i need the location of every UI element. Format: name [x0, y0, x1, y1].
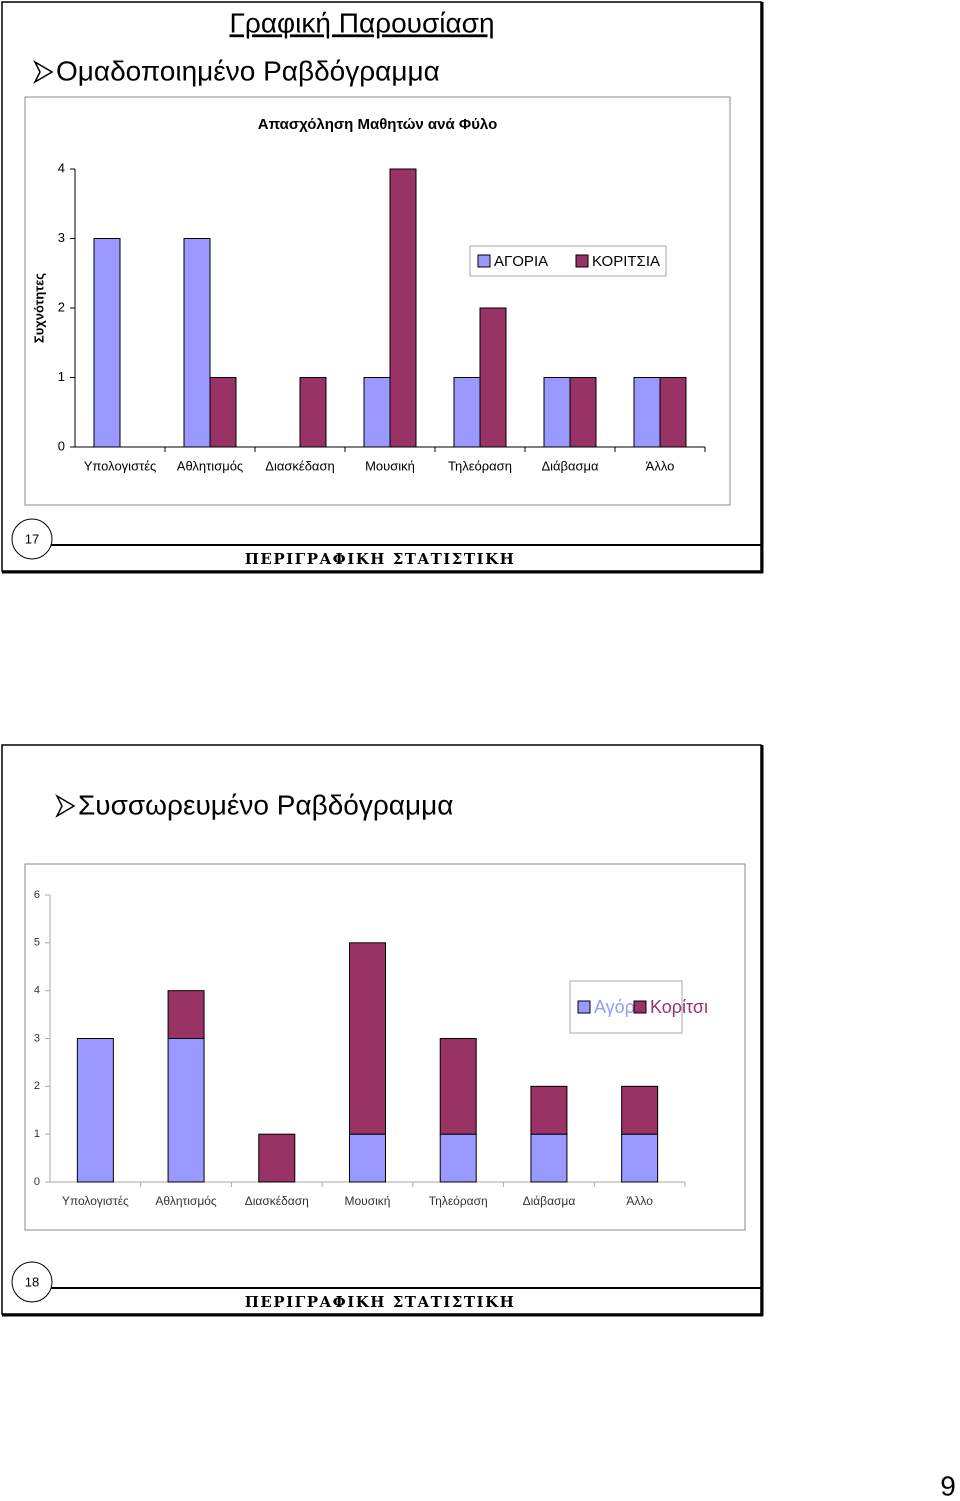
bar-segment: [258, 1133, 296, 1183]
y-tick-label: 5: [34, 937, 40, 949]
bar-segment: [439, 1038, 477, 1135]
bar-segment: [167, 990, 205, 1040]
y-tick-label: 4: [58, 160, 65, 175]
y-tick-label: 4: [34, 985, 40, 997]
legend-label: Αγόρι: [594, 997, 639, 1017]
bar: [659, 377, 687, 448]
y-tick-label: 6: [34, 889, 40, 901]
bar: [479, 307, 507, 448]
legend-swatch: [477, 254, 491, 268]
legend-label: ΚΟΡΙΤΣΙΑ: [592, 253, 660, 270]
y-tick-label: 1: [58, 369, 65, 384]
x-tick-label: Τηλεόραση: [429, 1194, 488, 1208]
x-tick-label: Τηλεόραση: [448, 458, 512, 473]
slide-title: Γραφική Παρουσίαση: [229, 7, 494, 38]
bullet-arrow: [55, 794, 76, 818]
bar: [453, 377, 481, 448]
legend-label: Κορίτσι: [650, 997, 708, 1017]
x-tick-label: Διάβασμα: [523, 1194, 576, 1208]
legend-label: ΑΓΟΡΙΑ: [494, 253, 548, 270]
y-tick-label: 0: [34, 1176, 40, 1188]
slide-number: 17: [25, 531, 39, 546]
chart-title: Απασχόληση Μαθητών ανά Φύλο: [258, 116, 498, 133]
bar: [209, 377, 237, 448]
legend-box: [469, 245, 667, 277]
x-tick-label: Άλλο: [626, 1194, 653, 1208]
slide-number-circle: [11, 1261, 53, 1303]
legend-swatch: [575, 254, 589, 268]
x-tick-label: Μουσική: [365, 458, 415, 473]
x-tick-label: Υπολογιστές: [84, 458, 157, 473]
bar: [93, 238, 121, 448]
x-tick-label: Διάβασμα: [541, 458, 599, 473]
bar-segment: [76, 1038, 114, 1183]
bar: [543, 377, 571, 448]
x-tick-label: Υπολογιστές: [62, 1194, 129, 1208]
x-tick-label: Διασκέδαση: [265, 458, 334, 473]
x-tick-label: Αθλητισμός: [155, 1194, 217, 1208]
bar: [633, 377, 661, 448]
bullet-arrow: [33, 60, 54, 84]
y-tick-label: 1: [34, 1128, 40, 1140]
x-tick-label: Διασκέδαση: [245, 1194, 309, 1208]
slide-footer: ΠΕΡΙΓΡΑΦΙΚΗ ΣΤΑΤΙΣΤΙΚΗ: [245, 1293, 516, 1311]
bar-segment: [621, 1085, 659, 1135]
page-number: 9: [940, 1470, 956, 1501]
x-tick-label: Άλλο: [646, 458, 675, 473]
y-tick-label: 2: [34, 1080, 40, 1092]
y-tick-label: 2: [58, 299, 65, 314]
bar-segment: [349, 942, 386, 1135]
bar-segment: [167, 1038, 205, 1183]
legend-swatch: [633, 1000, 647, 1014]
slide-footer: ΠΕΡΙΓΡΑΦΙΚΗ ΣΤΑΤΙΣΤΙΚΗ: [245, 550, 516, 568]
y-tick-label: 3: [58, 230, 65, 245]
slide-number: 18: [25, 1274, 39, 1289]
bar: [389, 168, 417, 448]
bar: [183, 238, 211, 448]
bar-segment: [530, 1085, 568, 1135]
y-axis-label: Συχνότητες: [31, 273, 46, 343]
x-tick-label: Μουσική: [345, 1194, 391, 1208]
bar: [299, 377, 327, 448]
x-tick-label: Αθλητισμός: [177, 458, 243, 473]
bar: [569, 377, 597, 448]
bar-segment: [530, 1133, 568, 1183]
slide-bullet: Συσσωρευμένο Ραβδόγραμμα: [78, 789, 453, 820]
bar: [363, 377, 391, 448]
bar-segment: [349, 1133, 386, 1183]
y-tick-label: 0: [58, 438, 65, 453]
slide-number-circle: [11, 518, 53, 560]
y-tick-label: 3: [34, 1032, 40, 1044]
bar-segment: [439, 1133, 477, 1183]
slide-bullet: Ομαδοποιημένο Ραβδόγραμμα: [56, 55, 440, 86]
legend-swatch: [577, 1000, 591, 1014]
bar-segment: [621, 1133, 659, 1183]
